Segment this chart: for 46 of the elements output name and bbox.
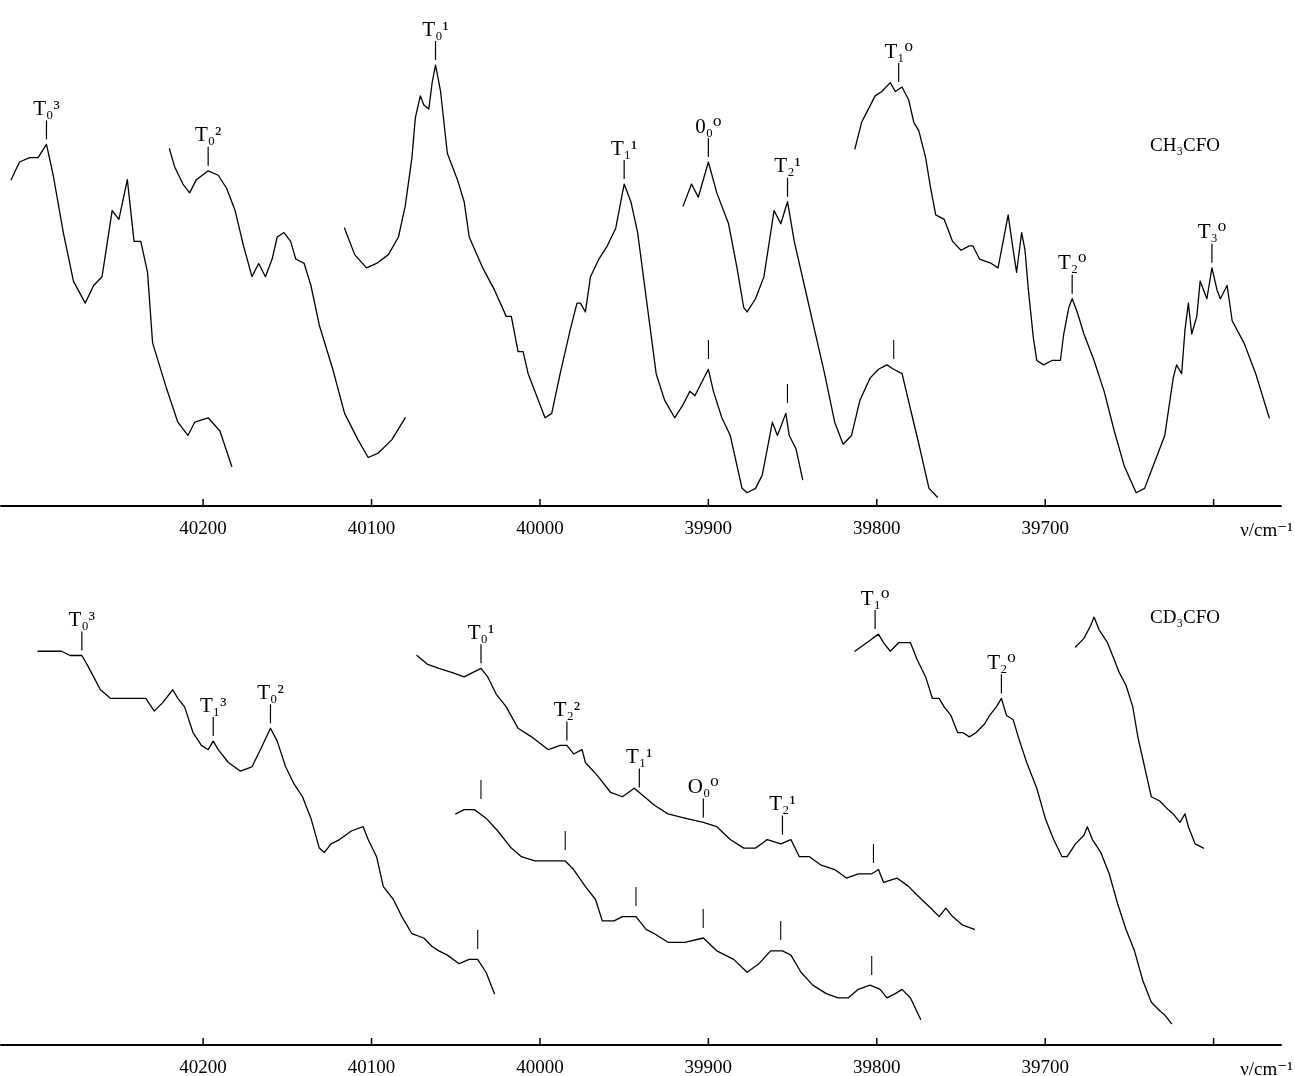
annotation: T₃⁰ (1197, 219, 1227, 244)
annotation: | (778, 915, 783, 941)
annotation: T₂¹ (774, 153, 801, 178)
annotation: T₂⁰ (987, 649, 1016, 674)
x-tick-label: 40000 (516, 517, 564, 538)
x-tick-label: 39800 (853, 517, 901, 538)
text: CH₃CFO (1150, 134, 1221, 155)
annotation: | (633, 881, 639, 907)
annotation: T₀² (194, 122, 222, 147)
annotation: T₂⁰ (1057, 250, 1087, 275)
annotation: T₁³ (199, 692, 227, 717)
x-tick-label: 40200 (179, 517, 227, 538)
x-tick-label: 40200 (179, 1056, 227, 1076)
annotation: O₀⁰ (687, 773, 719, 798)
annotation: T₂² (553, 696, 581, 721)
x-tick-label: 40100 (347, 1056, 396, 1076)
annotation: T₁⁰ (884, 38, 913, 63)
annotation: 0₀⁰ (695, 113, 722, 138)
annotation: T₂¹ (769, 791, 796, 816)
annotation: T₀² (257, 679, 284, 704)
x-tick-label: 39900 (684, 517, 733, 538)
annotation: T₀³ (33, 95, 60, 120)
x-tick-label: 39700 (1021, 1056, 1069, 1076)
x-axis-title: ν/cm⁻¹ (1240, 519, 1294, 540)
x-tick-label: 39700 (1021, 517, 1069, 538)
x-tick-label: 39800 (853, 1056, 901, 1076)
x-tick-label: 39900 (684, 1056, 733, 1076)
annotation: | (785, 377, 790, 403)
annotation: | (701, 902, 706, 928)
annotation: | (706, 333, 711, 359)
annotation: | (891, 333, 896, 359)
x-tick-label: 40000 (516, 1056, 564, 1076)
annotation: T₁¹ (626, 743, 653, 768)
annotation: T₀¹ (467, 619, 495, 644)
chart-title: CD₃CFO (1150, 606, 1221, 627)
annotation: | (871, 838, 876, 864)
annotation: | (869, 949, 874, 975)
annotation: | (475, 923, 480, 949)
annotation: T₀³ (68, 607, 96, 632)
annotation: | (563, 825, 568, 851)
annotation: T₁⁰ (860, 585, 890, 610)
annotation: T₀¹ (422, 16, 449, 41)
annotation: | (478, 774, 484, 800)
annotation: T₁¹ (610, 135, 638, 160)
x-tick-label: 40100 (347, 517, 396, 538)
x-axis-title: ν/cm⁻¹ (1240, 1058, 1294, 1076)
